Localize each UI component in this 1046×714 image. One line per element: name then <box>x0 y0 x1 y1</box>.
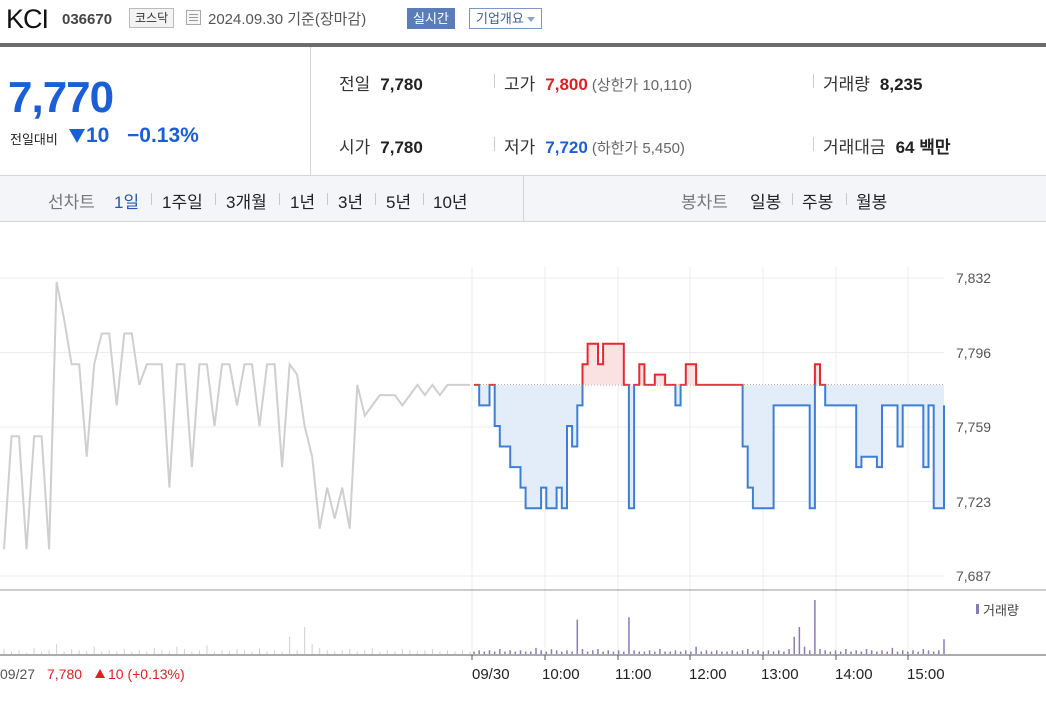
header-bar: KCI 036670 코스닥 2024.09.30 기준(장마감) 실시간 기업… <box>0 0 1046 44</box>
high-label: 고가 <box>504 75 536 94</box>
divider <box>813 137 814 151</box>
tab-divider <box>846 193 847 205</box>
x-tick-label: 11:00 <box>615 666 652 683</box>
y-tick-label: 7,832 <box>956 270 992 286</box>
calendar-icon <box>186 10 201 25</box>
change-value: 10 <box>86 124 110 147</box>
x-tick-label: 12:00 <box>689 666 727 683</box>
low-value: 7,720 <box>545 138 588 157</box>
low-stat: 저가 7,720 (하한가 5,450) <box>504 133 685 158</box>
change-label: 전일대비 <box>10 132 58 147</box>
x-tick-label: 13:00 <box>761 666 799 683</box>
prev-close-value: 7,780 <box>380 75 423 94</box>
x-tick-label: 15:00 <box>907 666 945 683</box>
divider <box>494 137 495 151</box>
tab-monthly-candle[interactable]: 월봉 <box>856 193 888 212</box>
open-label: 시가 <box>339 138 371 157</box>
upper-limit: (상한가 10,110) <box>591 77 693 94</box>
tab-divider <box>215 193 216 205</box>
y-tick-label: 7,796 <box>956 345 992 361</box>
up-arrow-icon <box>95 669 105 678</box>
volume-stat: 거래량 8,235 <box>823 70 922 95</box>
lower-limit: (하한가 5,450) <box>591 140 685 157</box>
open-value: 7,780 <box>380 138 423 157</box>
prev-close-stat: 전일 7,780 <box>339 70 423 95</box>
today-line-up <box>474 342 827 385</box>
x-tick-label: 09/30 <box>472 666 510 683</box>
prev-day-date: 09/27 <box>0 666 36 682</box>
company-overview-button[interactable]: 기업개요 <box>469 8 542 29</box>
volume-legend: 거래량 <box>983 603 1019 618</box>
prev-day-close: 7,780 <box>47 666 83 682</box>
today-line-down <box>474 384 945 510</box>
current-price-box: 7,770 전일대비 10 −0.13% <box>0 47 311 175</box>
tab-1year[interactable]: 1년 <box>290 193 316 212</box>
stock-name: KCI <box>6 4 49 34</box>
tab-divider <box>792 193 793 205</box>
trade-value: 64 백만 <box>895 138 951 157</box>
down-arrow-icon <box>69 129 85 143</box>
below-baseline-fill <box>474 384 944 509</box>
change-percent: −0.13% <box>127 124 199 147</box>
tab-divider <box>375 193 376 205</box>
volume-value: 8,235 <box>879 75 923 94</box>
prev-day-change: 10 (+0.13%) <box>108 666 185 682</box>
tab-divider <box>279 193 280 205</box>
overview-label: 기업개요 <box>476 11 524 26</box>
as-of-date: 2024.09.30 기준(장마감) <box>208 11 367 28</box>
previous-day-line <box>3 281 470 550</box>
divider <box>813 74 814 88</box>
header-divider <box>0 43 1046 47</box>
tab-1day[interactable]: 1일 <box>114 193 140 212</box>
tab-1week[interactable]: 1주일 <box>162 193 203 212</box>
trade-value-stat: 거래대금 64 백만 <box>823 133 950 158</box>
tab-daily-candle[interactable]: 일봉 <box>750 193 782 212</box>
tab-divider <box>327 193 328 205</box>
stock-code: 036670 <box>62 11 113 28</box>
divider <box>494 74 495 88</box>
high-value: 7,800 <box>545 75 588 94</box>
chart-period-tabs: 선차트 1일 1주일 3개월 1년 3년 5년 10년 봉차트 일봉 주봉 월봉 <box>0 176 1046 222</box>
high-stat: 고가 7,800 (상한가 10,110) <box>504 70 692 95</box>
current-price: 7,770 <box>8 73 114 122</box>
volume-label: 거래량 <box>823 75 870 94</box>
volume-legend-swatch <box>976 604 979 614</box>
realtime-button[interactable]: 실시간 <box>407 8 455 29</box>
tab-3years[interactable]: 3년 <box>338 193 364 212</box>
tab-10years[interactable]: 10년 <box>433 193 468 212</box>
tab-3months[interactable]: 3개월 <box>226 193 267 212</box>
tabs-divider <box>523 176 524 221</box>
tab-weekly-candle[interactable]: 주봉 <box>802 193 834 212</box>
y-tick-label: 7,723 <box>956 494 992 510</box>
price-chart[interactable] <box>0 222 1046 662</box>
tab-divider <box>423 193 424 205</box>
above-baseline-fill <box>582 343 820 385</box>
candle-chart-label: 봉차트 <box>681 193 728 212</box>
quote-panel: 7,770 전일대비 10 −0.13% 전일 7,780 고가 7,800 (상한가… <box>0 47 1046 176</box>
x-tick-label: 10:00 <box>542 666 580 683</box>
low-label: 저가 <box>504 138 536 157</box>
tab-divider <box>151 193 152 205</box>
trade-value-label: 거래대금 <box>823 138 886 157</box>
line-chart-label: 선차트 <box>48 193 95 212</box>
prev-close-label: 전일 <box>339 75 371 94</box>
x-tick-label: 14:00 <box>835 666 873 683</box>
open-stat: 시가 7,780 <box>339 133 423 158</box>
y-tick-label: 7,687 <box>956 568 992 584</box>
market-badge: 코스닥 <box>129 8 175 28</box>
caret-down-icon <box>526 17 535 23</box>
tab-5years[interactable]: 5년 <box>386 193 412 212</box>
y-tick-label: 7,759 <box>956 419 992 435</box>
